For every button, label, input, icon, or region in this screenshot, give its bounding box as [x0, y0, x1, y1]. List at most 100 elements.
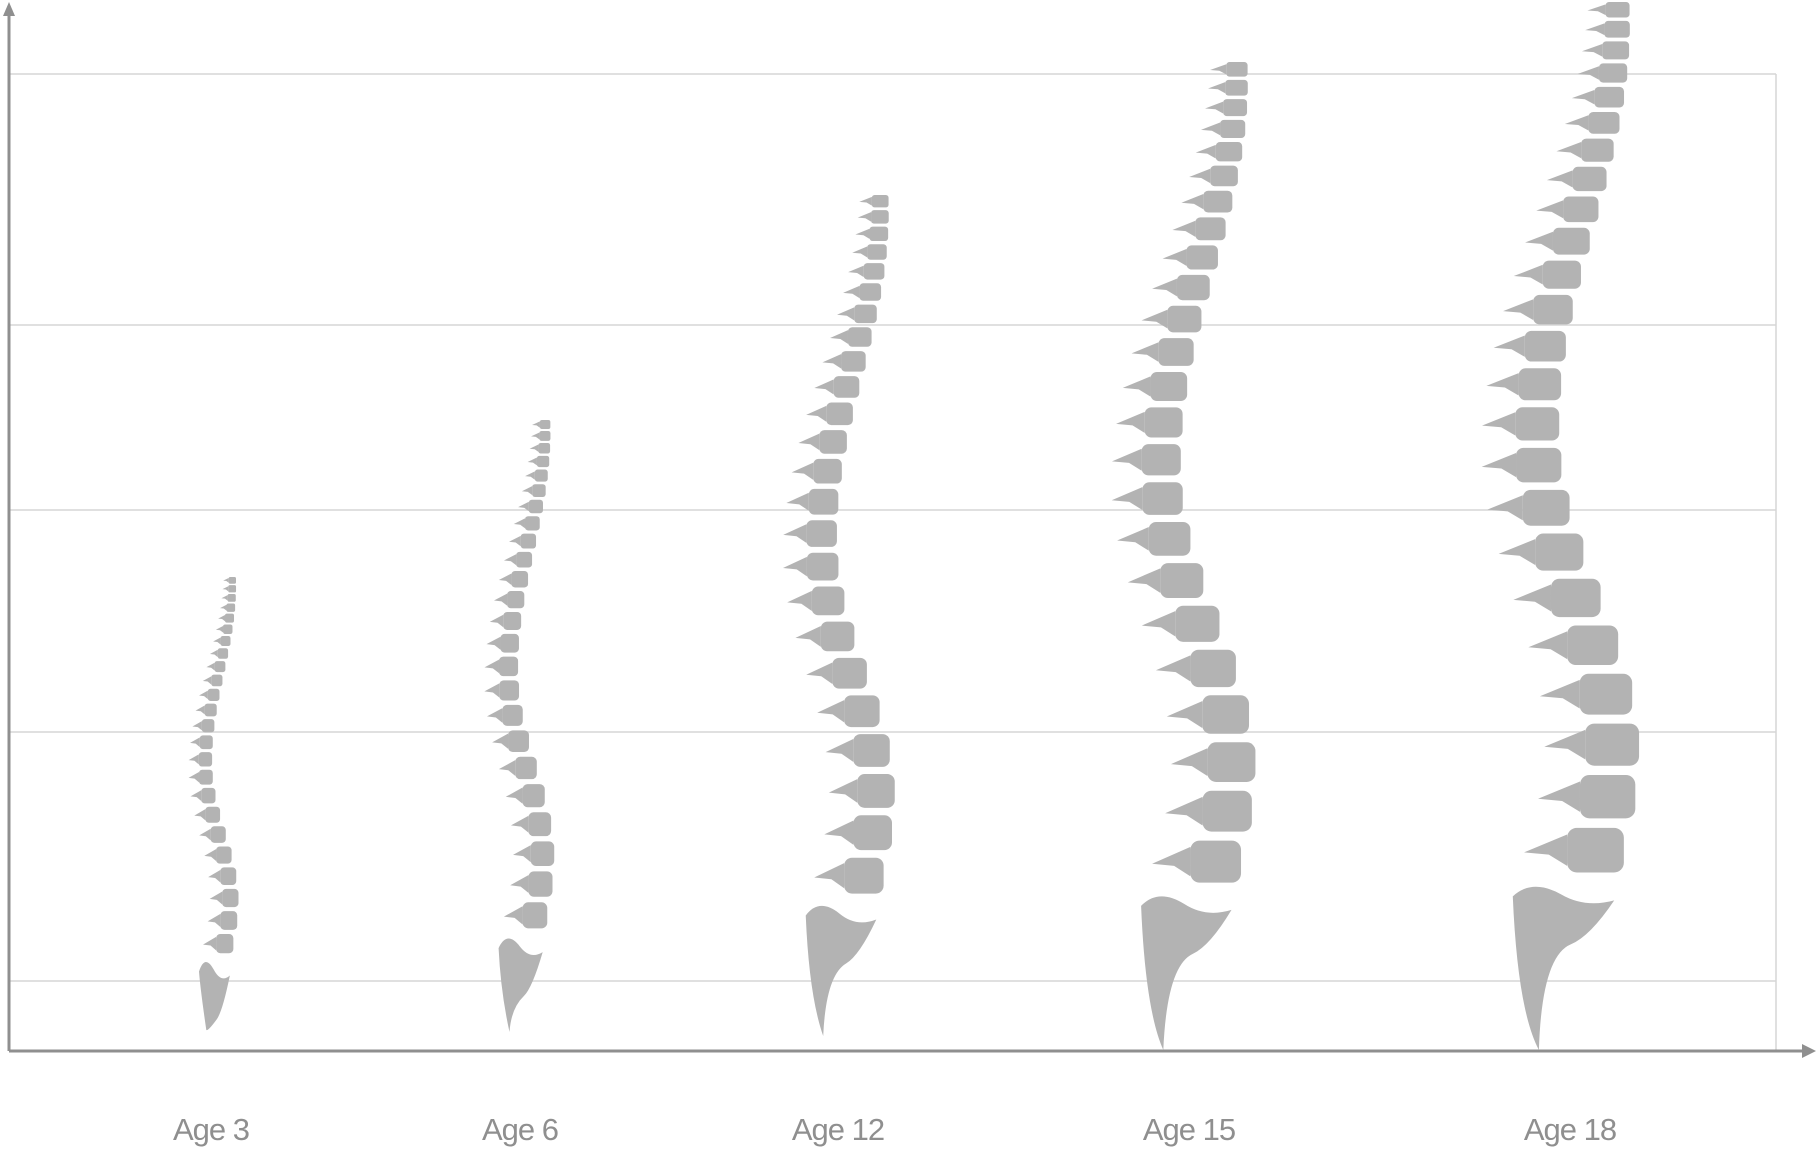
vertebra: [871, 195, 889, 208]
vertebra-process: [1577, 66, 1599, 80]
vertebra: [1602, 41, 1630, 60]
vertebra: [1535, 533, 1584, 571]
vertebra: [223, 624, 233, 634]
vertebra: [507, 591, 525, 609]
vertebra: [1524, 330, 1566, 362]
vertebra: [528, 871, 553, 897]
vertebra-process: [190, 790, 202, 802]
vertebra: [1167, 305, 1202, 333]
vertebra: [1522, 489, 1570, 526]
spine-age-15: [1111, 62, 1256, 1050]
vertebra: [1518, 368, 1562, 401]
vertebra: [1579, 673, 1633, 715]
vertebra: [217, 648, 229, 659]
vertebra: [833, 376, 860, 398]
vertebra-process: [1536, 200, 1564, 219]
vertebra: [820, 621, 855, 652]
vertebra-process: [1546, 170, 1573, 188]
vertebra-process: [194, 809, 206, 821]
vertebra: [844, 695, 880, 728]
vertebra: [226, 603, 236, 612]
vertebra: [1550, 578, 1601, 618]
vertebra-process: [830, 330, 848, 344]
vertebra-process: [837, 307, 855, 321]
vertebra-process: [204, 849, 217, 862]
vertebra-process: [1525, 231, 1553, 251]
vertebra-process: [1481, 453, 1517, 478]
vertebra-process: [857, 212, 872, 222]
vertebra-process: [220, 604, 227, 611]
vertebra-process: [532, 421, 540, 428]
vertebra: [503, 612, 522, 630]
sacrum: [198, 961, 230, 1031]
vertebra-process: [484, 683, 500, 698]
vertebra-process: [1165, 796, 1203, 826]
vertebra: [1567, 827, 1624, 873]
vertebra-process: [1141, 309, 1168, 329]
vertebra: [857, 774, 895, 808]
vertebra: [534, 469, 548, 482]
vertebra: [806, 520, 837, 547]
vertebra: [201, 719, 215, 733]
vertebra-process: [782, 556, 807, 577]
vertebra: [204, 703, 217, 717]
vertebra-process: [498, 760, 516, 776]
vertebra: [832, 657, 867, 689]
vertebra-process: [510, 875, 529, 893]
vertebra-process: [1487, 495, 1523, 521]
vertebra-process: [806, 405, 827, 422]
vertebra-process: [1524, 834, 1568, 866]
vertebra-process: [1513, 264, 1543, 285]
vertebra-process: [1585, 23, 1605, 36]
vertebra: [205, 806, 221, 823]
vertebra: [216, 846, 232, 864]
sacrum: [1512, 886, 1615, 1050]
vertebra: [1223, 99, 1248, 117]
vertebra: [1579, 774, 1636, 819]
vertebra-process: [503, 906, 523, 925]
vertebra-process: [1482, 412, 1516, 436]
vertebra: [502, 704, 523, 726]
vertebra-process: [1498, 539, 1536, 566]
vertebra: [1220, 119, 1246, 139]
vertebra-process: [855, 228, 870, 239]
vertebra-process: [486, 636, 501, 650]
vertebra-process: [199, 828, 211, 841]
vertebra-process: [213, 637, 221, 645]
vertebra-process: [513, 518, 525, 529]
vertebra: [508, 730, 529, 753]
y-axis-arrow-icon: [3, 2, 15, 16]
vertebra-process: [1205, 101, 1224, 114]
vertebra: [854, 304, 877, 324]
sacrum: [498, 938, 543, 1032]
vertebra: [808, 488, 839, 515]
vertebra-process: [1131, 342, 1159, 362]
vertebra-process: [822, 354, 842, 369]
vertebra: [1516, 447, 1562, 483]
vertebra-process: [1152, 278, 1177, 297]
vertebra: [198, 752, 213, 767]
vertebra-process: [1111, 448, 1142, 471]
vertebra: [844, 857, 884, 894]
vertebra-process: [1166, 701, 1203, 729]
x-axis-arrow-icon: [1802, 1044, 1816, 1058]
vertebra-process: [1127, 568, 1161, 593]
vertebra-process: [859, 196, 872, 206]
vertebra: [536, 455, 550, 468]
vertebra-process: [828, 779, 858, 803]
vertebra-process: [221, 595, 228, 601]
vertebra: [210, 826, 226, 843]
vertebra-process: [1141, 611, 1176, 637]
vertebra: [867, 244, 887, 260]
vertebra-process: [1152, 846, 1191, 877]
vertebra-process: [527, 457, 537, 466]
vertebra-process: [503, 554, 517, 566]
vertebra-process: [1493, 335, 1525, 357]
vertebra-process: [203, 936, 217, 951]
vertebra-process: [814, 863, 845, 889]
vertebra: [853, 734, 890, 767]
vertebra-process: [192, 721, 202, 731]
vertebra: [1176, 274, 1210, 301]
vertebra-process: [1208, 82, 1226, 94]
vertebra: [539, 420, 551, 430]
